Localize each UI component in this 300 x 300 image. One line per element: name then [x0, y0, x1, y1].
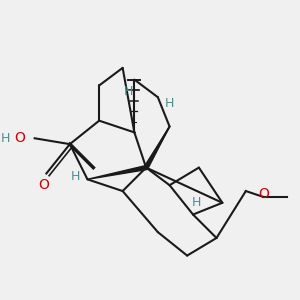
Text: H: H — [191, 196, 201, 209]
Text: H: H — [1, 132, 10, 145]
Text: O: O — [258, 187, 269, 201]
Text: H: H — [124, 85, 133, 98]
Text: O: O — [15, 131, 26, 145]
Polygon shape — [144, 127, 169, 169]
Text: O: O — [38, 178, 49, 192]
Text: H: H — [71, 170, 80, 183]
Text: H: H — [165, 97, 174, 110]
Polygon shape — [87, 166, 146, 179]
